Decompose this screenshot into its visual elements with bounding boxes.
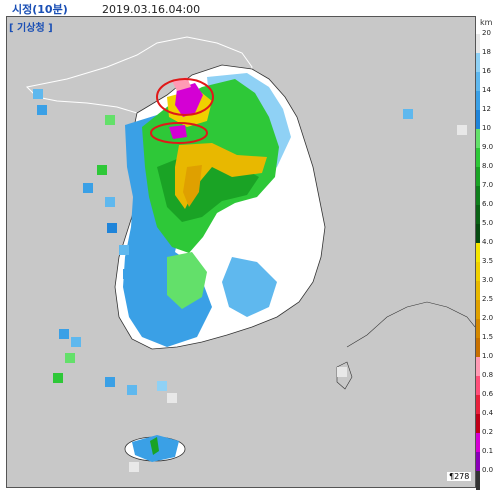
legend-value: 2.0 <box>482 314 494 322</box>
legend-value: 0.1 <box>482 447 494 455</box>
legend-value: 5.0 <box>482 219 494 227</box>
legend-value: 18 <box>482 48 491 56</box>
vis-green-jeju <box>150 437 159 455</box>
legend-swatch <box>476 72 480 91</box>
legend-entry: 9.0 <box>476 143 498 167</box>
vis-magenta-north <box>175 83 203 117</box>
legend-value: 14 <box>482 86 491 94</box>
legend-value: 0.6 <box>482 390 494 398</box>
legend-entry: 2.0 <box>476 314 498 338</box>
legend-entry: 6.0 <box>476 200 498 224</box>
highlight-circle-north <box>156 78 214 116</box>
legend-swatch <box>476 53 480 72</box>
legend-entry: 12 <box>476 105 498 129</box>
legend-entry: 3.0 <box>476 276 498 300</box>
legend-entry: 3.5 <box>476 257 498 281</box>
legend-entry: 0.2 <box>476 428 498 452</box>
legend-entry: 10 <box>476 124 498 148</box>
observation-datetime: 2019.03.16.04:00 <box>102 3 201 16</box>
legend-swatch <box>476 395 480 414</box>
legend-swatch <box>476 262 480 281</box>
visibility-legend: km 20 18 16 14 12 10 9.0 8.0 7.0 6.0 5.0 4.0 3.5 3.0 2… <box>476 16 498 490</box>
vis-yellow-central <box>175 143 267 209</box>
legend-value: 1.5 <box>482 333 494 341</box>
legend-value: 12 <box>482 105 491 113</box>
legend-entry: 18 <box>476 48 498 72</box>
title-bar: 시정(10분) 2019.03.16.04:00 <box>6 2 486 18</box>
legend-swatch <box>476 357 480 376</box>
legend-swatch <box>476 376 480 395</box>
highlight-circle-south <box>150 122 208 144</box>
legend-swatch <box>476 338 480 357</box>
legend-entry: 20 <box>476 29 498 53</box>
legend-entry: 0.0 <box>476 466 498 490</box>
legend-entry: 7.0 <box>476 181 498 205</box>
legend-unit: km <box>480 18 493 27</box>
sea-observation-boxes <box>33 89 467 472</box>
legend-swatch <box>476 110 480 129</box>
legend-entry: 0.6 <box>476 390 498 414</box>
legend-value: 0.4 <box>482 409 494 417</box>
japan-coast <box>346 301 475 348</box>
legend-value: 1.0 <box>482 352 494 360</box>
map-canvas <box>7 17 475 487</box>
legend-entry: 14 <box>476 86 498 110</box>
legend-swatch <box>476 300 480 319</box>
product-title: 시정(10분) <box>12 3 68 16</box>
visibility-map: [ 기상청 ] ¶278 <box>6 16 476 488</box>
legend-swatch <box>476 243 480 262</box>
vis-blue-south <box>222 257 277 317</box>
legend-value: 10 <box>482 124 491 132</box>
legend-swatch <box>476 91 480 110</box>
legend-swatch <box>476 34 480 53</box>
legend-value: 9.0 <box>482 143 494 151</box>
legend-swatch <box>476 205 480 224</box>
legend-value: 0.2 <box>482 428 494 436</box>
vis-magenta-south <box>169 125 187 139</box>
legend-value: 6.0 <box>482 200 494 208</box>
legend-value: 4.0 <box>482 238 494 246</box>
legend-entry: 0.1 <box>476 447 498 471</box>
legend-entry: 4.0 <box>476 238 498 262</box>
legend-swatch <box>476 433 480 452</box>
legend-swatch <box>476 148 480 167</box>
legend-value: 3.0 <box>482 276 494 284</box>
legend-value: 2.5 <box>482 295 494 303</box>
legend-swatch <box>476 224 480 243</box>
legend-entry: 1.5 <box>476 333 498 357</box>
legend-value: 3.5 <box>482 257 494 265</box>
legend-swatch <box>476 452 480 471</box>
agency-label: [ 기상청 ] <box>9 23 53 34</box>
legend-swatch <box>476 281 480 300</box>
legend-swatch <box>476 414 480 433</box>
legend-swatch <box>476 167 480 186</box>
legend-swatch <box>476 471 480 490</box>
legend-value: 8.0 <box>482 162 494 170</box>
vis-orange-central <box>183 165 202 207</box>
legend-entry: 8.0 <box>476 162 498 186</box>
legend-swatch <box>476 186 480 205</box>
legend-entry: 16 <box>476 67 498 91</box>
legend-swatch <box>476 129 480 148</box>
legend-swatch <box>476 319 480 338</box>
legend-entry: 0.4 <box>476 409 498 433</box>
legend-value: 0.0 <box>482 466 494 474</box>
legend-value: 0.8 <box>482 371 494 379</box>
legend-entry: 5.0 <box>476 219 498 243</box>
legend-entry: 2.5 <box>476 295 498 319</box>
legend-entry: 0.8 <box>476 371 498 395</box>
legend-value: 16 <box>482 67 491 75</box>
legend-entry: 1.0 <box>476 352 498 376</box>
vis-green-south <box>167 252 207 309</box>
legend-value: 20 <box>482 29 491 37</box>
station-label: ¶278 <box>447 472 472 481</box>
legend-value: 7.0 <box>482 181 494 189</box>
